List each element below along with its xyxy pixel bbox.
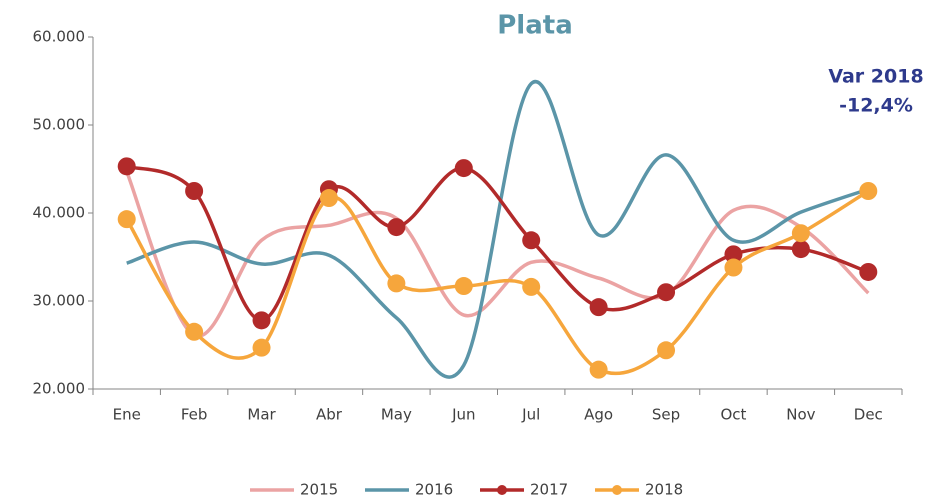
point (724, 258, 743, 277)
chart-title: Plata (497, 11, 573, 41)
point (252, 311, 271, 330)
y-tick-label: 60.000 (33, 28, 86, 46)
x-tick-label: Dec (854, 406, 883, 424)
y-tick-label: 40.000 (33, 204, 86, 222)
x-tick-label: Sep (652, 406, 680, 424)
legend-marker (612, 485, 622, 495)
point (791, 224, 810, 243)
point (522, 277, 541, 296)
point (859, 182, 878, 200)
x-tick-label: Nov (786, 406, 815, 424)
x-tick-label: Abr (316, 406, 343, 424)
x-tick-label: May (381, 406, 412, 424)
y-tick-label: 30.000 (33, 292, 86, 310)
legend-marker (497, 485, 507, 495)
y-tick-label: 50.000 (33, 116, 86, 134)
point (185, 322, 204, 341)
x-tick-label: Jul (521, 406, 540, 424)
point (387, 218, 406, 237)
x-tick-label: Ago (584, 406, 613, 424)
annotation: -12,4% (839, 95, 913, 117)
point (791, 240, 810, 259)
legend-label: 2016 (415, 481, 453, 498)
point (589, 298, 608, 317)
point (454, 159, 473, 178)
legend-label: 2017 (530, 481, 568, 498)
series-line (126, 79, 869, 379)
point (859, 262, 878, 281)
point (252, 338, 271, 357)
point (589, 360, 608, 379)
legend-label: 2015 (300, 481, 338, 498)
point (319, 189, 338, 208)
x-tick-label: Jun (451, 406, 475, 424)
point (454, 277, 473, 296)
x-tick-label: Ene (113, 406, 141, 424)
legend-label: 2018 (645, 481, 683, 498)
x-tick-label: Mar (247, 406, 276, 424)
point (117, 210, 136, 229)
point (185, 182, 204, 200)
point (657, 341, 676, 360)
point (117, 157, 136, 176)
series-line (126, 164, 869, 323)
annotation: Var 2018 (828, 66, 923, 88)
x-tick-label: Feb (181, 406, 208, 424)
point (522, 231, 541, 250)
series-line (125, 170, 870, 338)
point (387, 274, 406, 293)
point (657, 283, 676, 302)
y-tick-label: 20.000 (33, 380, 86, 398)
x-tick-label: Oct (720, 406, 746, 424)
point (724, 245, 743, 264)
